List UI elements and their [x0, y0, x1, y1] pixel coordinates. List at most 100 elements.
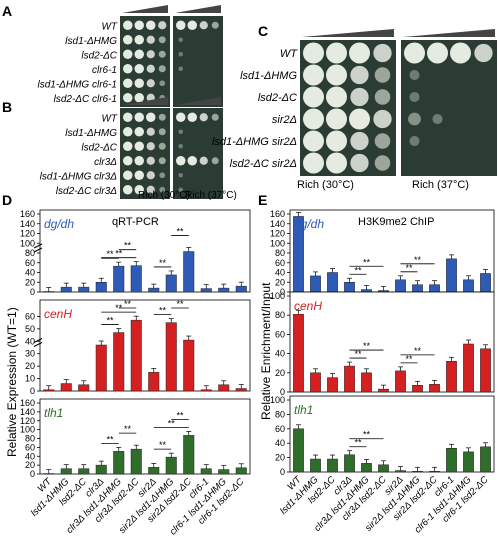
yeast-spot	[303, 130, 324, 152]
bar	[361, 372, 372, 393]
bar	[235, 388, 247, 392]
dilution-wedge	[403, 29, 495, 37]
chart-e-ylabel: Relative Enrichment/Input	[259, 282, 273, 420]
bar	[446, 258, 457, 293]
yeast-spot	[176, 20, 186, 30]
significance-label: **	[414, 255, 422, 265]
y-tick-label: 0	[30, 469, 35, 479]
yeast-spot	[178, 51, 184, 57]
significance-label: **	[159, 258, 167, 268]
strain-label: lsd2-ΔC clr6-1	[54, 94, 117, 105]
series-name: dg/dh	[44, 217, 74, 231]
y-tick-label: 80	[275, 248, 285, 258]
yeast-spot	[303, 86, 324, 108]
yeast-spot	[134, 93, 144, 103]
bar	[78, 468, 90, 475]
chart-e: 020406080100120140160********dg/dh020406…	[270, 209, 495, 536]
significance-label: **	[354, 438, 362, 448]
yeast-spot	[158, 157, 166, 165]
plot-frame	[289, 209, 495, 293]
yeast-spot	[146, 35, 155, 44]
bar	[378, 464, 389, 473]
bar	[43, 389, 55, 392]
strain-label: lsd1-ΔHMG clr6-1	[38, 79, 118, 90]
y-tick-label: 80	[275, 409, 285, 419]
y-tick-label: 140	[270, 219, 285, 229]
yeast-spot	[199, 156, 208, 165]
y-tick-label: 160	[20, 398, 35, 408]
bar	[310, 275, 321, 293]
yeast-spot	[134, 112, 144, 122]
yeast-spot	[187, 20, 197, 30]
plot-frame	[289, 395, 495, 473]
yeast-spot	[373, 43, 392, 63]
y-tick-label: 60	[25, 311, 35, 321]
bar	[60, 286, 72, 293]
bar	[344, 365, 355, 393]
y-tick-label: 80	[25, 434, 35, 444]
significance-label: **	[405, 354, 413, 364]
bar	[293, 313, 304, 393]
significance-label: **	[124, 299, 132, 309]
yeast-spot	[349, 108, 370, 130]
y-tick-label: 160	[20, 209, 35, 219]
y-tick-label: 140	[20, 407, 35, 417]
yeast-spot	[326, 130, 347, 152]
y-tick-label: 60	[275, 424, 285, 434]
bar	[327, 458, 338, 473]
yeast-spot	[134, 64, 144, 74]
significance-label: **	[363, 257, 371, 267]
y-tick-label: 0	[30, 287, 35, 297]
y-tick-label: 20	[25, 460, 35, 470]
bar	[429, 471, 440, 473]
bar	[165, 274, 177, 293]
series-name: tlh1	[44, 406, 63, 420]
yeast-spot	[134, 185, 144, 195]
plot-frame	[289, 291, 495, 393]
yeast-spot	[187, 156, 197, 166]
bar	[78, 286, 90, 293]
yeast-spot	[350, 153, 369, 173]
yeast-spot	[134, 20, 144, 30]
yeast-spot	[134, 170, 144, 180]
strain-label: lsd1-ΔHMG	[240, 70, 297, 82]
bar	[183, 435, 195, 475]
panel-e-letter: E	[258, 192, 267, 208]
spot-c-condition-37: Rich (37°C)	[412, 179, 469, 191]
y-tick-label: 0	[280, 287, 285, 297]
y-tick-label: 50	[25, 324, 35, 334]
significance-label: **	[159, 306, 167, 316]
y-tick-label: 20	[25, 361, 35, 371]
yeast-spot	[159, 80, 166, 87]
bar	[60, 468, 72, 475]
plot-frame	[39, 398, 251, 475]
panel-d-letter: D	[2, 192, 12, 208]
strain-label: lsd1-ΔHMG	[65, 36, 117, 47]
bar	[183, 251, 195, 293]
y-tick-label: 20	[275, 453, 285, 463]
yeast-spot	[146, 112, 156, 122]
significance-label: **	[168, 418, 176, 428]
yeast-spot	[158, 21, 167, 30]
y-tick-label: 0	[30, 386, 35, 396]
bar	[310, 458, 321, 473]
yeast-spot	[159, 186, 166, 193]
yeast-spot	[404, 42, 425, 64]
bar	[95, 464, 107, 475]
yeast-spot	[303, 152, 324, 174]
y-tick-label: 80	[25, 248, 35, 258]
yeast-spot	[211, 21, 219, 29]
spot-b-condition-37: Rich (37°C)	[185, 190, 237, 201]
bar	[344, 454, 355, 473]
bar	[218, 287, 230, 293]
yeast-spot	[409, 91, 420, 103]
y-tick-label: 30	[25, 349, 35, 359]
plot-frame	[39, 299, 251, 392]
bar	[200, 468, 212, 475]
panel-a-letter: A	[2, 3, 12, 19]
y-tick-label: 60	[275, 329, 285, 339]
bar	[148, 372, 160, 392]
bar	[395, 370, 406, 393]
significance-label: **	[124, 241, 132, 251]
strain-label: WT	[101, 113, 117, 124]
